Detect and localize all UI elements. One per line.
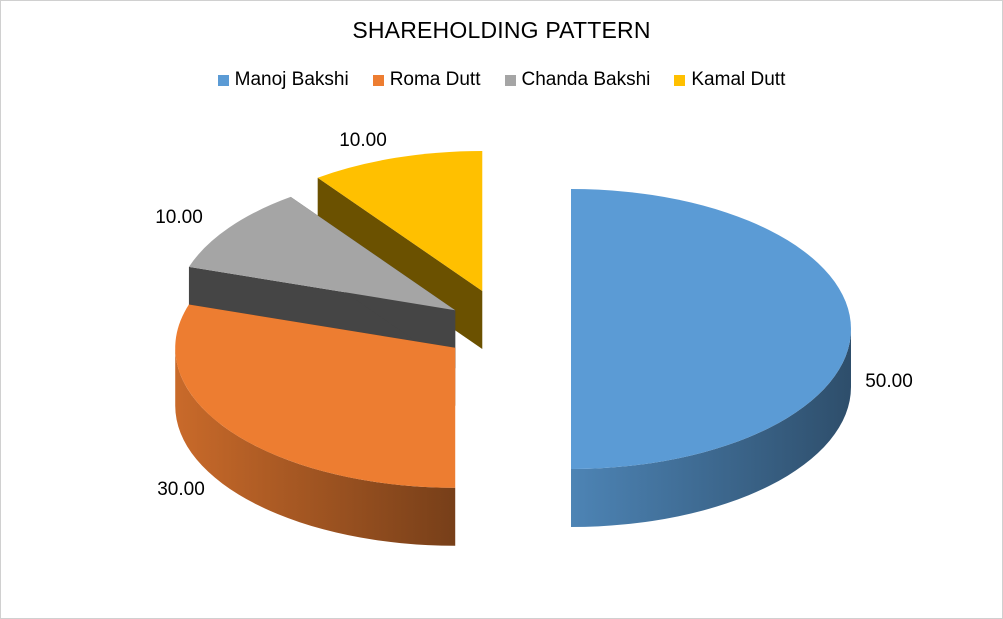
chart-title: SHAREHOLDING PATTERN (352, 17, 651, 43)
chart-legend: Manoj Bakshi Roma Dutt Chanda Bakshi Kam… (1, 69, 1002, 91)
data-label-kamal-dutt: 10.00 (339, 130, 387, 151)
legend-label-manoj-bakshi: Manoj Bakshi (234, 69, 349, 90)
slice-side (175, 347, 456, 546)
legend-label-chanda-bakshi: Chanda Bakshi (521, 69, 651, 90)
legend-swatch-kamal-dutt (674, 74, 686, 86)
legend-item-manoj-bakshi: Manoj Bakshi (217, 69, 349, 91)
data-label-chanda-bakshi: 10.00 (155, 207, 203, 228)
data-label-manoj-bakshi: 50.00 (865, 371, 913, 392)
data-label-roma-dutt: 30.00 (157, 479, 205, 500)
legend-item-kamal-dutt: Kamal Dutt (674, 69, 785, 91)
pie-slice-manoj-bakshi (571, 189, 851, 527)
legend-item-chanda-bakshi: Chanda Bakshi (504, 69, 651, 91)
legend-swatch-roma-dutt (372, 74, 384, 86)
pie-slice-roma-dutt (175, 304, 456, 546)
legend-swatch-manoj-bakshi (217, 74, 229, 86)
legend-item-roma-dutt: Roma Dutt (372, 69, 481, 91)
slice-top (175, 304, 456, 488)
legend-label-kamal-dutt: Kamal Dutt (691, 69, 786, 90)
slice-top (317, 150, 483, 291)
slice-side (571, 329, 851, 527)
slice-top (188, 196, 456, 311)
legend-label-roma-dutt: Roma Dutt (389, 69, 481, 90)
slice-top (571, 189, 851, 469)
legend-swatch-chanda-bakshi (504, 74, 516, 86)
